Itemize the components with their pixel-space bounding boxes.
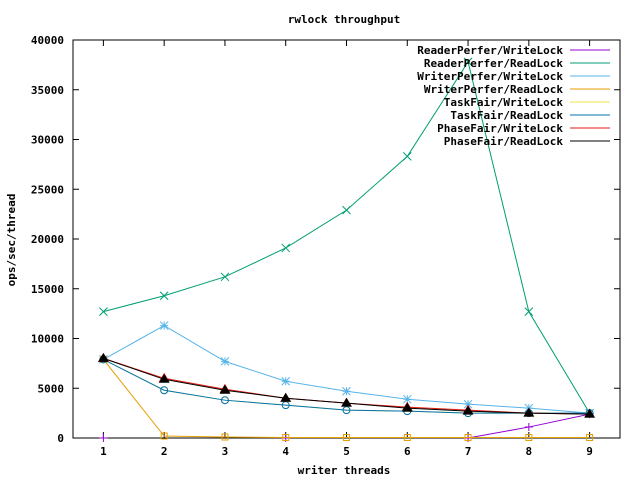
data-point: [220, 396, 229, 405]
data-point: [462, 405, 474, 415]
data-point: [160, 386, 169, 395]
x-tick-label: 3: [222, 445, 229, 458]
series-phasefair-readlock: [98, 352, 595, 418]
data-point: [281, 243, 291, 253]
data-point: [99, 307, 108, 316]
data-point: [524, 423, 533, 432]
y-tick-label: 30000: [31, 134, 64, 147]
chart-title: rwlock throughput: [288, 13, 401, 26]
data-point: [525, 434, 533, 442]
legend: ReaderPerfer/WriteLockReaderPerfer/ReadL…: [417, 44, 610, 148]
data-point: [343, 434, 350, 442]
data-point: [282, 434, 290, 442]
data-point: [160, 432, 168, 440]
x-tick-label: 6: [404, 445, 411, 458]
data-point: [524, 307, 534, 316]
y-axis-label: ops/sec/thread: [5, 194, 18, 287]
series-layer: [98, 57, 595, 442]
x-tick-label: 4: [282, 445, 289, 458]
x-tick-label: 9: [586, 445, 593, 458]
data-point: [342, 386, 351, 396]
legend-label: TaskFair/ReadLock: [450, 109, 563, 122]
y-tick-label: 20000: [31, 233, 64, 246]
data-point: [463, 399, 473, 409]
series-writerperfer-readlock: [99, 355, 594, 442]
y-tick-label: 25000: [31, 183, 64, 196]
x-tick-label: 1: [100, 445, 107, 458]
data-point: [159, 291, 169, 301]
data-point: [341, 397, 352, 407]
data-point: [342, 205, 351, 215]
y-tick-label: 15000: [31, 283, 64, 296]
data-point: [221, 433, 229, 441]
y-tick-label: 10000: [31, 333, 64, 346]
data-point: [401, 402, 413, 412]
data-point: [464, 434, 472, 442]
legend-label: ReaderPerfer/ReadLock: [424, 57, 563, 70]
series-line: [102, 359, 590, 439]
y-tick-label: 0: [57, 432, 64, 445]
ticks: 0 5000 10000 15000 20000 25000 30000 35000 40000…: [31, 34, 620, 458]
data-point: [99, 434, 108, 442]
data-point: [220, 272, 230, 282]
x-tick-label: 5: [343, 445, 350, 458]
data-point: [463, 57, 473, 67]
data-point: [281, 376, 291, 386]
x-tick-label: 7: [465, 445, 472, 458]
x-axis-label: writer threads: [298, 464, 391, 477]
data-point: [159, 321, 169, 330]
data-point: [219, 384, 231, 394]
legend-label: PhaseFair/WriteLock: [437, 122, 563, 135]
data-point: [586, 434, 594, 442]
legend-label: TaskFair/WriteLock: [444, 96, 564, 109]
legend-label: PhaseFair/ReadLock: [444, 135, 564, 148]
data-point: [523, 407, 535, 417]
legend-label: WriterPerfer/ReadLock: [424, 83, 563, 96]
legend-label: ReaderPerfer/WriteLock: [417, 44, 563, 57]
legend-label: WriterPerfer/WriteLock: [417, 70, 563, 83]
data-point: [158, 373, 170, 383]
x-tick-label: 2: [161, 445, 168, 458]
y-tick-label: 35000: [31, 84, 64, 97]
data-point: [280, 392, 292, 402]
data-point: [220, 357, 230, 366]
series-line: [103, 358, 590, 414]
data-point: [403, 434, 411, 442]
x-tick-label: 8: [526, 445, 533, 458]
series-readerperfer-readlock: [99, 57, 594, 418]
data-point: [402, 152, 412, 161]
data-point: [98, 352, 109, 362]
y-tick-label: 5000: [38, 382, 65, 395]
y-tick-label: 40000: [31, 34, 64, 47]
data-point: [584, 408, 595, 418]
data-point: [402, 394, 412, 404]
